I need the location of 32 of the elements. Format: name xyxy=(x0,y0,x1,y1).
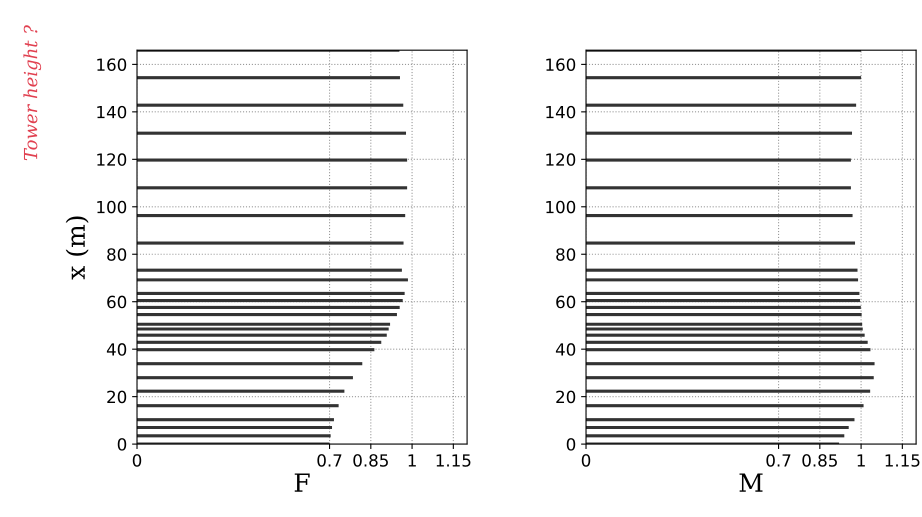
y-tick-label: 80 xyxy=(107,248,126,261)
y-tick-label: 20 xyxy=(107,390,126,404)
y-tick-label: 0 xyxy=(566,438,576,451)
x-tick-label: 0.7 xyxy=(317,454,342,467)
y-tick-label: 60 xyxy=(556,296,576,308)
x-tick-label: 0.85 xyxy=(353,454,388,467)
y-axis-title: x (m) xyxy=(66,216,89,280)
y-tick-label: 100 xyxy=(97,200,126,214)
y-tick-label: 160 xyxy=(546,58,576,71)
y-tick-label: 140 xyxy=(546,106,576,118)
y-tick-label: 40 xyxy=(106,343,126,356)
y-tick-label: 0 xyxy=(118,438,126,451)
x-tick-label: 1.15 xyxy=(886,454,920,467)
x-axis-title: M xyxy=(740,474,763,492)
x-tick-label: 1.15 xyxy=(436,454,470,467)
y-tick-label: 160 xyxy=(97,58,126,71)
y-tick-label: 60 xyxy=(107,296,126,308)
x-tick-label: 1 xyxy=(408,454,416,466)
text: Tower height ? xyxy=(23,25,42,160)
y-tick-label: 100 xyxy=(546,200,576,214)
y-tick-label: 140 xyxy=(97,106,126,118)
x-axis-title: F xyxy=(294,474,310,492)
x-tick-label: 1 xyxy=(858,454,865,466)
x-tick-label: 0 xyxy=(582,454,590,467)
y-tick-label: 40 xyxy=(556,343,576,356)
y-tick-label: 120 xyxy=(97,153,126,166)
y-tick-label: 80 xyxy=(556,248,576,261)
y-tick-label: 120 xyxy=(546,153,576,166)
x-tick-label: 0.85 xyxy=(802,454,837,467)
x-tick-label: 0 xyxy=(132,454,142,467)
y-tick-label: 20 xyxy=(556,390,576,404)
x-tick-label: 0.7 xyxy=(766,454,790,467)
